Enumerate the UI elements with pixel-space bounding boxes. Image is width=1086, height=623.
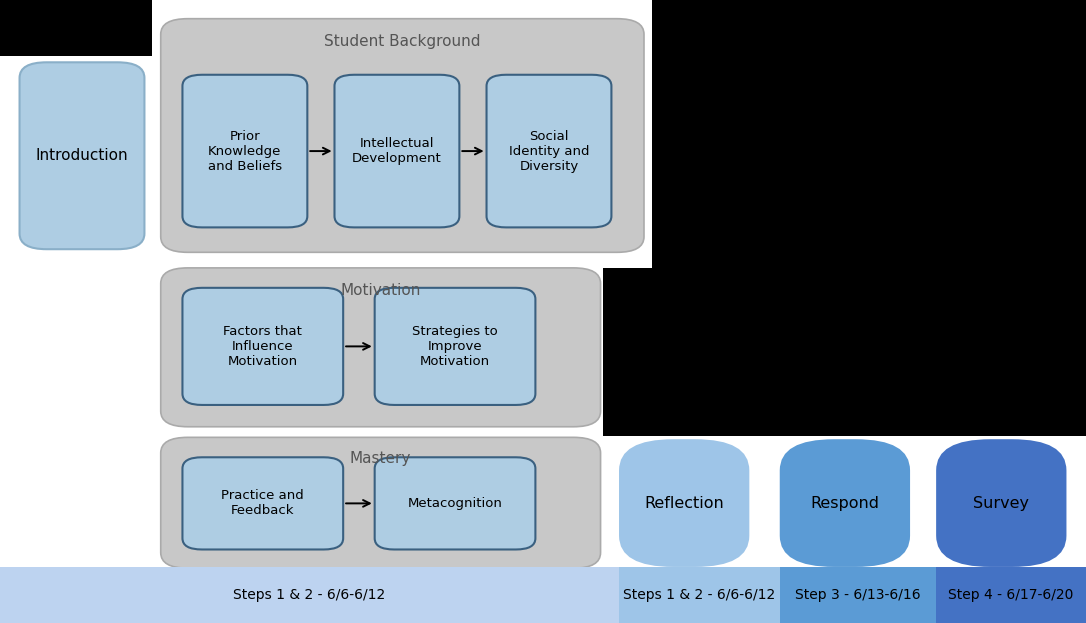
FancyBboxPatch shape — [334, 75, 459, 227]
Text: Student Background: Student Background — [324, 34, 481, 49]
FancyBboxPatch shape — [375, 457, 535, 549]
FancyBboxPatch shape — [375, 288, 535, 405]
FancyBboxPatch shape — [182, 457, 343, 549]
Text: Step 3 - 6/13-6/16: Step 3 - 6/13-6/16 — [795, 588, 921, 602]
Text: Factors that
Influence
Motivation: Factors that Influence Motivation — [224, 325, 302, 368]
Text: Step 4 - 6/17-6/20: Step 4 - 6/17-6/20 — [948, 588, 1074, 602]
FancyBboxPatch shape — [487, 75, 611, 227]
Text: Practice and
Feedback: Practice and Feedback — [222, 490, 304, 517]
FancyBboxPatch shape — [780, 439, 910, 567]
FancyBboxPatch shape — [161, 19, 644, 252]
Text: Mastery: Mastery — [350, 451, 412, 466]
Text: Intellectual
Development: Intellectual Development — [352, 137, 442, 165]
Polygon shape — [0, 0, 1086, 567]
Text: Prior
Knowledge
and Beliefs: Prior Knowledge and Beliefs — [207, 130, 282, 173]
Text: Survey: Survey — [973, 495, 1030, 511]
Bar — [619, 567, 780, 623]
Text: Metacognition: Metacognition — [407, 497, 503, 510]
Text: Introduction: Introduction — [36, 148, 128, 163]
FancyBboxPatch shape — [20, 62, 144, 249]
FancyBboxPatch shape — [161, 268, 601, 427]
Bar — [780, 567, 936, 623]
Text: Respond: Respond — [810, 495, 880, 511]
FancyBboxPatch shape — [936, 439, 1066, 567]
FancyBboxPatch shape — [182, 288, 343, 405]
Text: Steps 1 & 2 - 6/6-6/12: Steps 1 & 2 - 6/6-6/12 — [623, 588, 775, 602]
Bar — [0, 567, 619, 623]
FancyBboxPatch shape — [182, 75, 307, 227]
Text: Motivation: Motivation — [340, 283, 421, 298]
Text: Social
Identity and
Diversity: Social Identity and Diversity — [508, 130, 590, 173]
Bar — [936, 567, 1086, 623]
Text: Steps 1 & 2 - 6/6-6/12: Steps 1 & 2 - 6/6-6/12 — [233, 588, 386, 602]
Text: Reflection: Reflection — [644, 495, 724, 511]
FancyBboxPatch shape — [161, 437, 601, 568]
FancyBboxPatch shape — [619, 439, 749, 567]
Text: Strategies to
Improve
Motivation: Strategies to Improve Motivation — [413, 325, 497, 368]
